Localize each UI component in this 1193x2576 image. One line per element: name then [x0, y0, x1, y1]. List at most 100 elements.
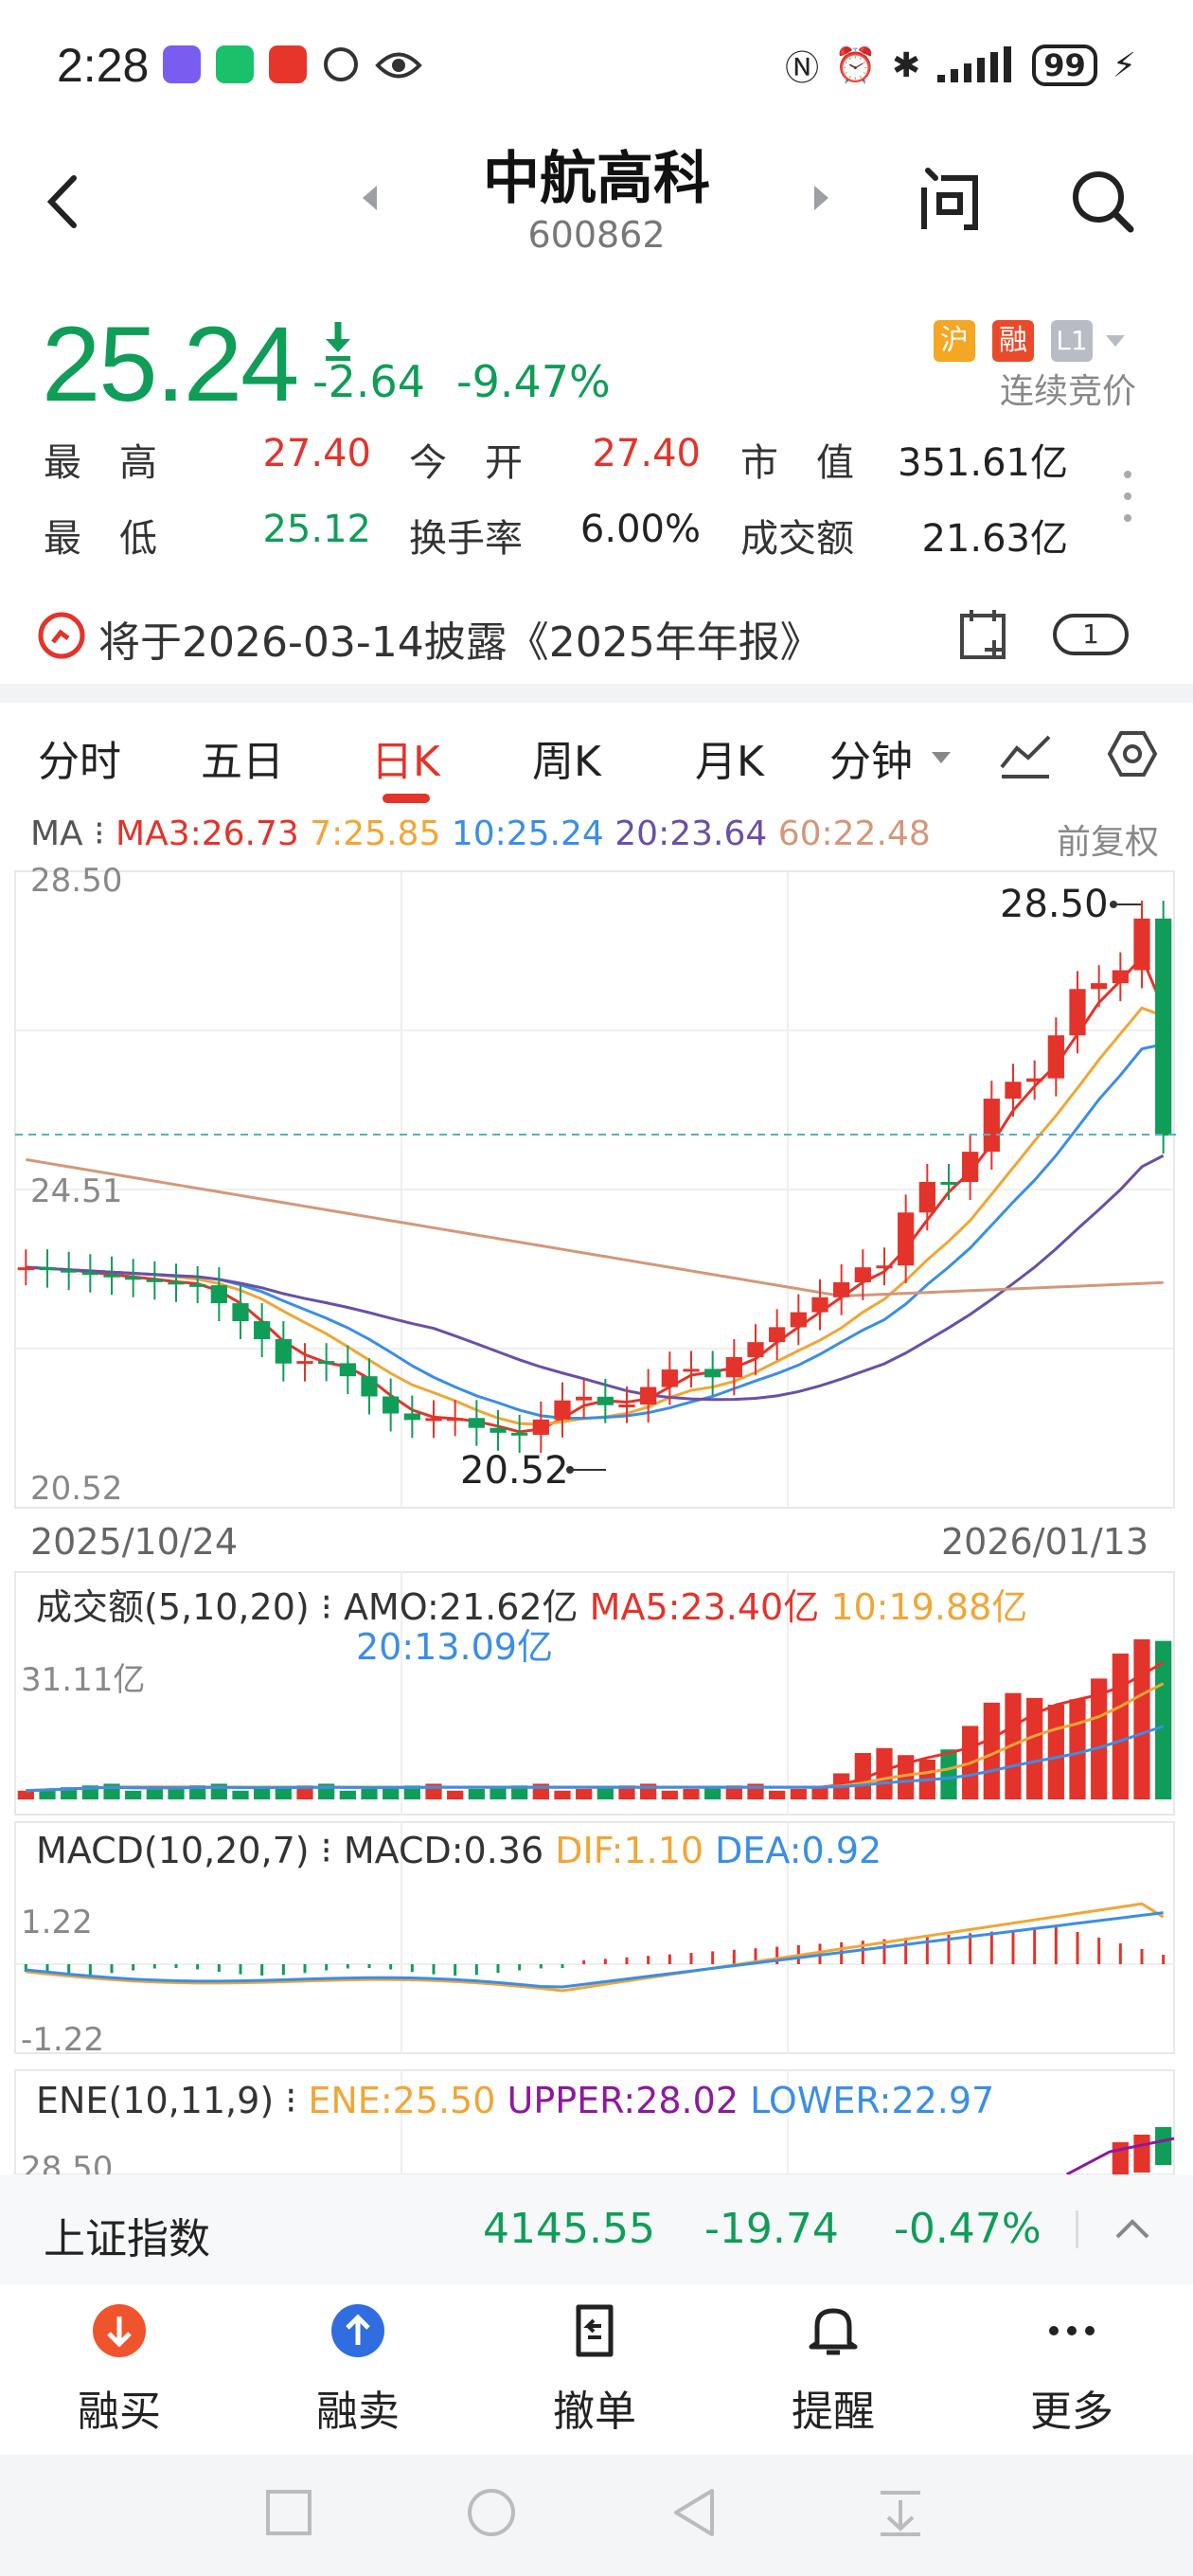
candle-body: [1047, 1035, 1064, 1079]
open-label: 今 开: [409, 441, 523, 485]
ene-y-max: 28.50: [21, 2150, 114, 2174]
chart-grid: [14, 870, 1175, 2174]
candle-body: [39, 1267, 56, 1271]
margin-sell-button[interactable]: 融卖: [282, 2301, 434, 2438]
down-arrow-icon: [326, 322, 350, 361]
alarm-icon: ⏰: [834, 46, 878, 85]
announcement-count[interactable]: 1: [1053, 614, 1129, 655]
index-name[interactable]: 上证指数: [44, 2215, 210, 2263]
chevron-up-icon[interactable]: [1113, 2214, 1151, 2243]
ene-title: ENE(10,11,9) ⁝: [36, 2080, 309, 2121]
alert-button[interactable]: 提醒: [757, 2301, 909, 2438]
ask-icon[interactable]: [917, 167, 983, 233]
candle-body: [811, 1297, 828, 1313]
macd-title: MACD(10,20,7) ⁝: [36, 1830, 344, 1871]
vol-ma5-value: MA5:23.40亿: [589, 1586, 820, 1628]
cancel-order-icon: [576, 2304, 614, 2357]
volume-bar: [596, 1787, 614, 1799]
settings-icon[interactable]: [1106, 727, 1159, 780]
high-value: 27.40: [262, 432, 371, 475]
candle-body: [425, 1418, 442, 1422]
back-nav-icon[interactable]: [670, 2487, 718, 2538]
cancel-order-button[interactable]: 撤单: [519, 2301, 670, 2438]
index-ticker-bar[interactable]: [0, 2174, 1193, 2284]
candle-body: [468, 1418, 485, 1428]
candle-body: [532, 1419, 549, 1436]
tab-monthly-k[interactable]: 月K: [695, 738, 764, 786]
mcap-label: 市 值: [740, 441, 854, 485]
candle-body: [361, 1376, 378, 1397]
amo-value: AMO:21.62亿: [343, 1586, 579, 1628]
app-notification-icon: [216, 45, 254, 83]
alert-label: 提醒: [792, 2388, 875, 2436]
volume-bar: [554, 1790, 571, 1799]
candle-body: [769, 1327, 786, 1343]
search-icon[interactable]: [1068, 167, 1136, 235]
status-time: 2:28: [57, 39, 150, 92]
candle-body: [790, 1312, 807, 1328]
candle-body: [168, 1281, 185, 1285]
volume-bar: [1155, 1640, 1172, 1799]
tab-minute[interactable]: 分钟: [829, 738, 913, 786]
candle-body: [683, 1368, 700, 1372]
level-badge[interactable]: L1: [1051, 320, 1093, 362]
ma-lines: [26, 955, 1166, 1434]
prev-stock-arrow[interactable]: [363, 186, 377, 210]
candle-body: [940, 1181, 957, 1185]
tab-five-day[interactable]: 五日: [201, 738, 284, 786]
candle-body: [61, 1269, 78, 1273]
candle-body: [1155, 918, 1172, 1136]
volume-bar: [403, 1785, 420, 1799]
low-marker-label: 20.52: [460, 1449, 569, 1493]
announcement-text[interactable]: 将于2026-03-14披露《2025年年报》: [98, 618, 822, 667]
volume-bar: [254, 1788, 271, 1799]
candle-body: [383, 1396, 400, 1414]
macd-lines: [26, 1902, 1165, 1993]
index-divider: [1076, 2210, 1078, 2248]
volume-bar: [339, 1790, 356, 1799]
tab-intraday[interactable]: 分时: [38, 738, 121, 786]
amount-label: 成交额: [740, 517, 854, 561]
level-dropdown-icon[interactable]: [1106, 335, 1125, 347]
vol-ma10-value: 10:19.88亿: [830, 1586, 1028, 1628]
candle-body: [704, 1368, 721, 1378]
draw-line-icon[interactable]: [998, 729, 1053, 780]
report-icon: [38, 612, 85, 659]
volume-bar: [704, 1787, 721, 1799]
candle-body: [296, 1361, 313, 1365]
action-bar: [0, 2286, 1193, 2455]
tab-weekly-k[interactable]: 周K: [532, 738, 601, 786]
kline-chart[interactable]: [0, 852, 1193, 2174]
margin-buy-button[interactable]: 融买: [44, 2301, 195, 2438]
candle-body: [918, 1181, 935, 1213]
amount-value: 21.63亿: [921, 517, 1068, 561]
candles: [17, 900, 1172, 1454]
candle-body: [125, 1277, 142, 1280]
price-adjust-toggle[interactable]: 前复权: [1057, 823, 1160, 862]
more-vertical-icon[interactable]: [1123, 470, 1132, 523]
bluetooth-icon: ✱: [892, 45, 921, 85]
hide-nav-icon[interactable]: [875, 2487, 926, 2538]
dif-value: DIF:1.10: [555, 1830, 704, 1871]
volume-title: 成交额(5,10,20) ⁝: [36, 1586, 344, 1628]
add-calendar-icon[interactable]: [956, 608, 1011, 663]
kline-y-max: 28.50: [30, 862, 123, 900]
ma10-value: 10:25.24: [451, 814, 604, 853]
volume-y-max: 31.11亿: [21, 1661, 146, 1699]
volume-bars: [17, 1638, 1172, 1799]
more-button[interactable]: 更多: [996, 2301, 1148, 2438]
recents-icon[interactable]: [265, 2489, 312, 2536]
open-value: 27.40: [592, 432, 701, 475]
macd-y-max: 1.22: [21, 1904, 93, 1941]
home-icon[interactable]: [466, 2487, 517, 2538]
margin-sell-label: 融卖: [316, 2388, 400, 2436]
back-icon[interactable]: [38, 169, 95, 235]
volume-bar: [1112, 1653, 1129, 1799]
next-stock-arrow[interactable]: [814, 186, 828, 210]
volume-bar: [468, 1788, 485, 1799]
minute-dropdown-icon[interactable]: [932, 752, 951, 763]
candle-body: [1026, 1078, 1043, 1082]
volume-ma-line: [26, 1725, 1165, 1793]
date-end: 2026/01/13: [941, 1521, 1149, 1563]
tab-daily-k[interactable]: 日K: [371, 738, 440, 786]
